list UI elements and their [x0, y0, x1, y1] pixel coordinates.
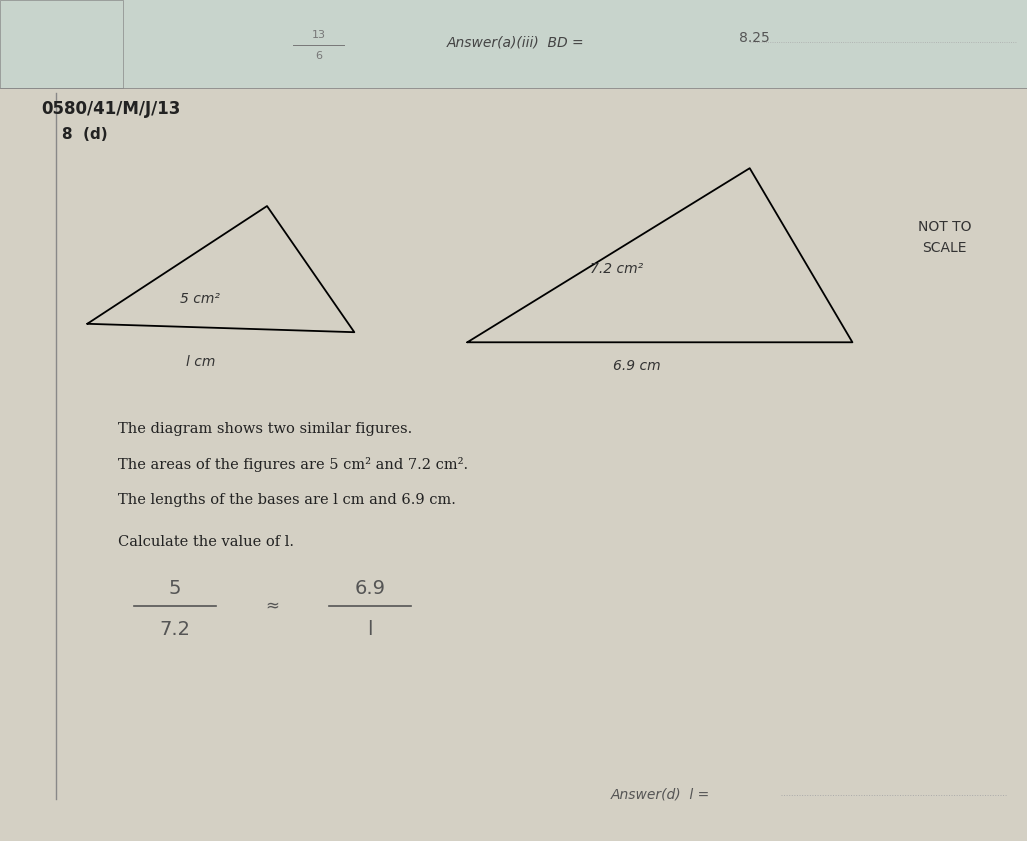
- Text: ≈: ≈: [265, 596, 279, 615]
- Text: SCALE: SCALE: [922, 241, 967, 255]
- Bar: [0, 0, 1027, 88]
- Text: 0580/41/M/J/13: 0580/41/M/J/13: [41, 100, 181, 119]
- Text: 6.9 cm: 6.9 cm: [613, 359, 660, 373]
- Text: Answer(a)(iii)  BD =: Answer(a)(iii) BD =: [447, 35, 584, 49]
- Text: The areas of the figures are 5 cm² and 7.2 cm².: The areas of the figures are 5 cm² and 7…: [118, 457, 468, 472]
- Text: l: l: [367, 620, 373, 638]
- Text: The lengths of the bases are l cm and 6.9 cm.: The lengths of the bases are l cm and 6.…: [118, 493, 456, 506]
- Text: 7.2 cm²: 7.2 cm²: [589, 262, 643, 276]
- Text: The diagram shows two similar figures.: The diagram shows two similar figures.: [118, 422, 413, 436]
- Text: 6.9: 6.9: [354, 579, 385, 598]
- Text: 6: 6: [315, 50, 321, 61]
- Text: NOT TO: NOT TO: [918, 220, 972, 234]
- Text: 5 cm²: 5 cm²: [181, 292, 220, 305]
- Text: 7.2: 7.2: [159, 620, 190, 638]
- Text: 5: 5: [168, 579, 181, 598]
- Text: Answer(d)  l =: Answer(d) l =: [611, 788, 711, 801]
- Text: 13: 13: [311, 30, 326, 40]
- Text: 8.25: 8.25: [739, 31, 770, 45]
- Text: 8  (d): 8 (d): [62, 127, 107, 142]
- Bar: [0, 0, 123, 88]
- Text: l cm: l cm: [186, 355, 215, 368]
- Text: Calculate the value of l.: Calculate the value of l.: [118, 536, 294, 549]
